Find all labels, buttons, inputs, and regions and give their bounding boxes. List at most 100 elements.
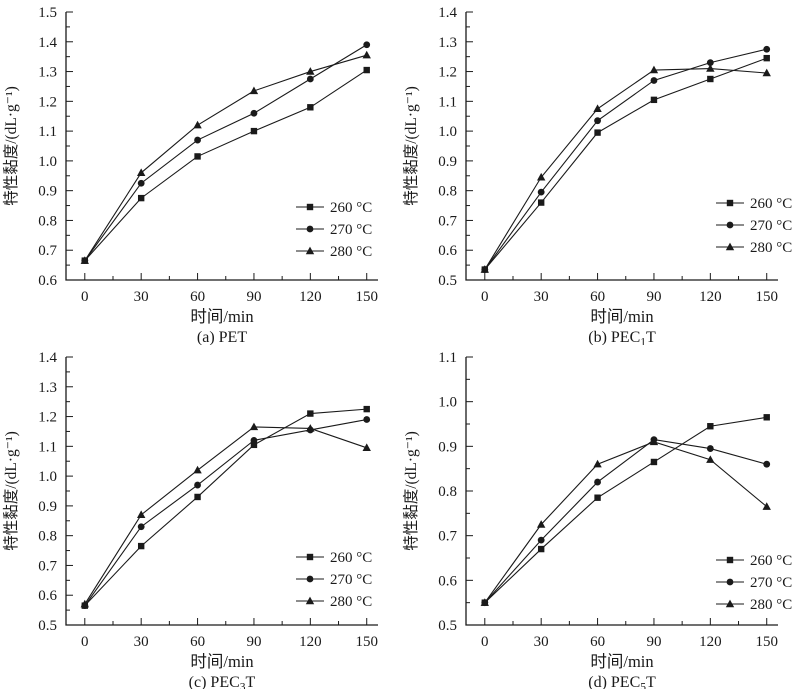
- circle-marker: [363, 416, 371, 423]
- y-tick-label: 0.8: [438, 484, 457, 500]
- subplot-caption: (a) PET: [197, 329, 247, 345]
- legend-label: 270 °C: [330, 222, 372, 238]
- x-tick-label: 60: [590, 634, 605, 650]
- square-marker: [763, 54, 770, 62]
- square-marker: [250, 441, 258, 449]
- triangle-marker: [136, 510, 146, 519]
- series-280C: [480, 437, 771, 606]
- y-tick-label: 1.0: [38, 154, 57, 170]
- x-tick-label: 150: [755, 289, 778, 305]
- series-270C: [481, 436, 771, 607]
- y-tick-label: 0.6: [38, 273, 57, 289]
- triangle-marker: [305, 246, 315, 255]
- series-line: [484, 439, 767, 604]
- triangle-marker: [762, 502, 771, 510]
- subplot-caption: (c) PEC3T: [189, 674, 256, 689]
- circle-marker: [250, 109, 258, 117]
- series-280C: [80, 422, 371, 608]
- triangle-marker: [536, 520, 546, 528]
- circle-marker: [726, 578, 734, 586]
- series-line: [84, 426, 367, 605]
- chart-pec1t: 0.5 0.6 0.7 0.8 0.9 1.0 1.1 1.2 1.3 1.4 0 30 60 90 120…: [400, 0, 800, 345]
- circle-marker: [306, 575, 314, 583]
- series-line: [84, 408, 367, 607]
- x-tick-label: 0: [481, 289, 489, 305]
- square-marker: [137, 542, 145, 550]
- triangle-marker: [649, 65, 659, 74]
- y-tick-label: 1.2: [38, 94, 57, 110]
- series-line: [84, 54, 367, 261]
- square-marker: [707, 75, 714, 83]
- square-marker: [707, 423, 714, 430]
- circle-marker: [194, 481, 201, 489]
- y-tick-label: 0.6: [438, 243, 457, 259]
- x-axis-title: 时间/min: [190, 307, 253, 326]
- legend: 260 °C 270 °C 280 °C: [296, 200, 372, 260]
- circle-marker: [726, 221, 734, 229]
- series-line: [84, 69, 368, 262]
- y-tick-label: 0.9: [438, 154, 457, 170]
- y-tick-label: 0.7: [438, 213, 457, 229]
- y-tick-label: 0.6: [38, 588, 57, 604]
- circle-marker: [194, 136, 201, 144]
- y-axis-title: 特性黏度/(dL·g⁻¹): [2, 86, 20, 206]
- legend-label: 270 °C: [750, 575, 792, 591]
- triangle-marker: [306, 424, 315, 432]
- y-axis-title: 特性黏度/(dL·g⁻¹): [402, 431, 420, 551]
- triangle-marker: [706, 64, 715, 72]
- series-260C: [481, 54, 770, 273]
- x-tick-label: 60: [190, 289, 205, 305]
- legend-label: 280 °C: [750, 240, 792, 256]
- circle-marker: [594, 117, 601, 125]
- y-tick-label: 1.4: [38, 35, 57, 51]
- subplot-caption: (d) PEC5T: [588, 674, 656, 689]
- triangle-marker: [249, 86, 259, 95]
- chart-c-svg: 0.5 0.6 0.7 0.8 0.9 1.0 1.1 1.2 1.3 1.4 0 30 60 90 120…: [2, 350, 378, 689]
- y-tick-label: 1.2: [438, 65, 457, 81]
- x-tick-label: 30: [534, 289, 549, 305]
- x-tick-label: 90: [646, 289, 661, 305]
- y-tick-label: 1.0: [38, 469, 57, 485]
- triangle-marker: [593, 459, 602, 468]
- series-260C: [481, 414, 770, 606]
- y-tick-label: 1.2: [38, 410, 57, 426]
- square-marker: [537, 199, 545, 206]
- square-marker: [363, 66, 370, 74]
- y-tick-label: 1.4: [438, 5, 457, 21]
- legend-label: 260 °C: [330, 200, 372, 216]
- circle-marker: [537, 536, 545, 544]
- x-tick-label: 60: [590, 289, 605, 305]
- tick-labels: 0.6 0.7 0.8 0.9 1.0 1.1 1.2 1.3 1.4 1.5 0 30 60 90 120…: [38, 5, 378, 305]
- y-tick-label: 0.8: [38, 213, 57, 229]
- chart-a-svg: 0.6 0.7 0.8 0.9 1.0 1.1 1.2 1.3 1.4 1.5 0 30 60 90 120…: [2, 5, 378, 345]
- series-280C: [80, 50, 371, 264]
- triangle-marker: [536, 172, 546, 181]
- square-marker: [306, 203, 314, 211]
- circle-marker: [537, 188, 545, 196]
- y-tick-label: 1.3: [438, 35, 457, 51]
- series-280C: [480, 64, 771, 273]
- series-270C: [81, 416, 371, 610]
- square-marker: [194, 493, 201, 501]
- triangle-marker: [80, 256, 89, 264]
- y-tick-label: 1.1: [438, 94, 457, 110]
- square-marker: [363, 405, 370, 413]
- chart-pec3t: 0.5 0.6 0.7 0.8 0.9 1.0 1.1 1.2 1.3 1.4 0 30 60 90 120…: [0, 345, 400, 689]
- x-tick-label: 30: [534, 634, 549, 650]
- triangle-marker: [762, 68, 771, 77]
- square-marker: [194, 153, 201, 160]
- y-axis-title: 特性黏度/(dL·g⁻¹): [2, 431, 20, 551]
- tick-marks: [66, 356, 368, 626]
- legend-label: 280 °C: [330, 244, 372, 260]
- x-tick-label: 90: [646, 634, 661, 650]
- circle-marker: [706, 445, 714, 452]
- series-line: [84, 418, 367, 606]
- square-marker: [650, 458, 658, 466]
- triangle-marker: [136, 168, 146, 176]
- legend-label: 260 °C: [750, 553, 792, 569]
- y-tick-label: 0.9: [438, 439, 457, 455]
- chart-d-svg: 0.5 0.6 0.7 0.8 0.9 1.0 1.1 0 30 60 90 120 150 时间/min…: [402, 350, 792, 689]
- x-tick-label: 150: [355, 634, 378, 650]
- x-tick-label: 30: [134, 634, 149, 650]
